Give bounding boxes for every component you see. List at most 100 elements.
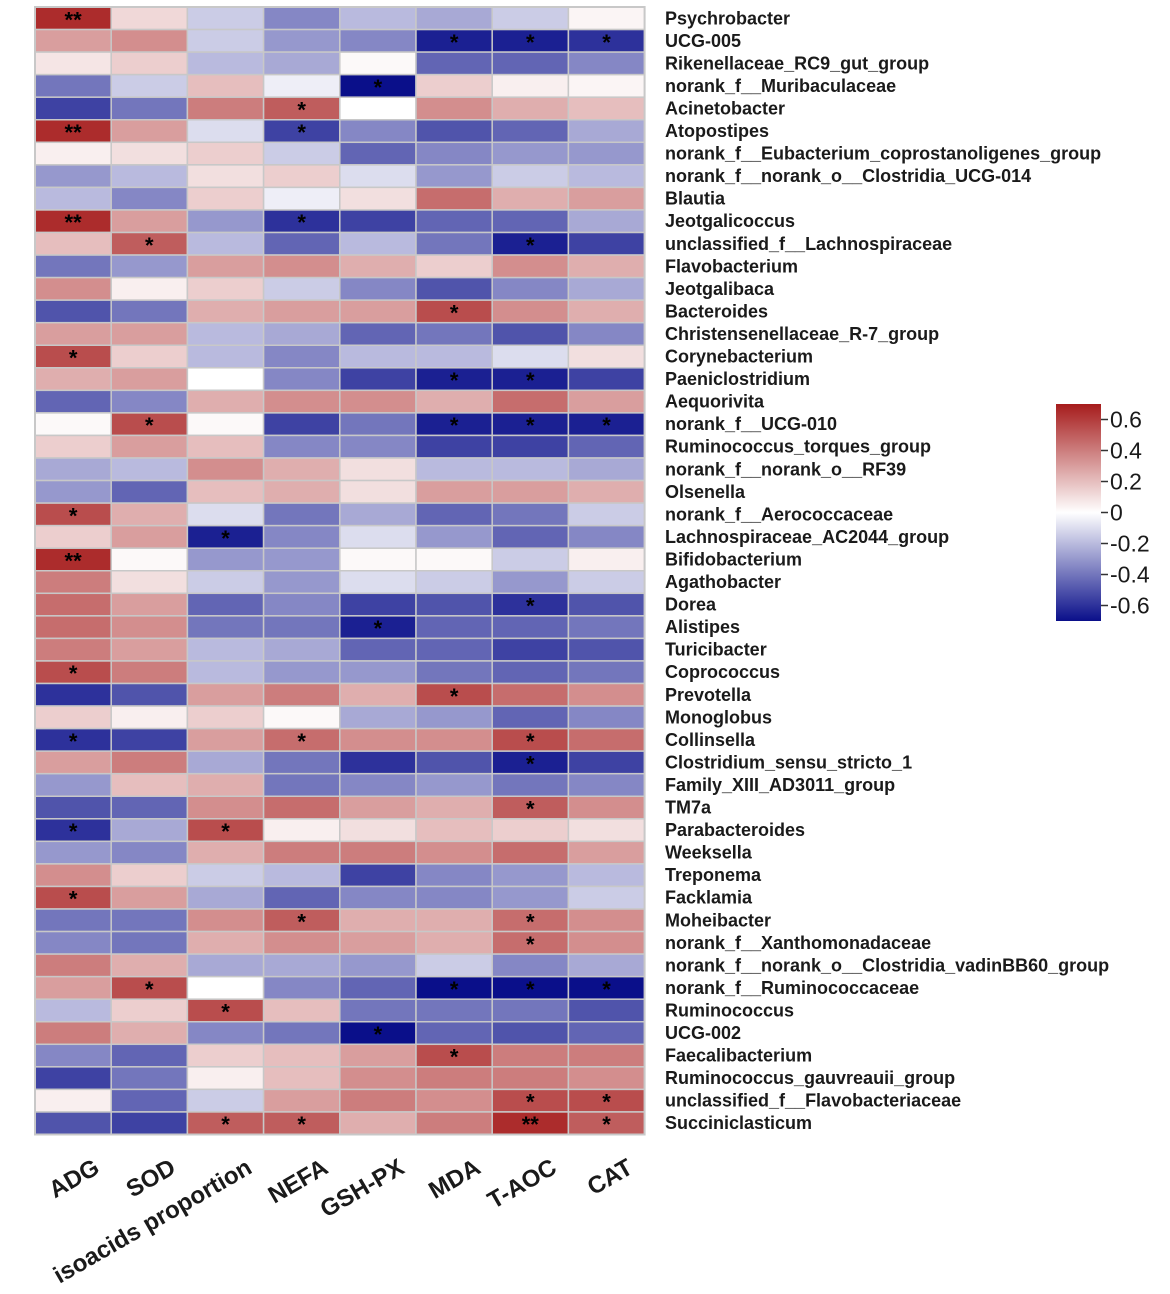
heatmap-cell	[34, 1088, 112, 1113]
significance-marker: **	[65, 7, 83, 32]
heatmap-cell	[34, 705, 112, 730]
heatmap-cell	[186, 570, 265, 595]
heatmap-cell	[339, 818, 417, 843]
heatmap-cell	[110, 119, 189, 144]
significance-marker: *	[602, 30, 611, 55]
heatmap-cell	[339, 547, 417, 572]
row-label: Treponema	[665, 865, 762, 885]
heatmap-cell	[262, 637, 341, 662]
heatmap-cell	[262, 434, 341, 459]
heatmap-cell	[34, 164, 112, 189]
heatmap-cell	[110, 164, 189, 189]
heatmap-cell	[339, 412, 417, 437]
heatmap-cell	[186, 840, 265, 865]
heatmap-cell	[415, 502, 493, 527]
heatmap-cell	[567, 818, 646, 843]
heatmap-cell	[262, 164, 341, 189]
heatmap-cell	[110, 367, 189, 392]
significance-marker: *	[145, 977, 154, 1002]
heatmap-cell	[415, 863, 493, 888]
heatmap-cell	[415, 231, 493, 256]
row-label: UCG-002	[665, 1023, 741, 1043]
heatmap-cell	[339, 299, 417, 324]
heatmap-cell	[339, 592, 417, 617]
heatmap-cell	[34, 795, 112, 820]
heatmap-cell	[186, 434, 265, 459]
heatmap-cell	[339, 28, 417, 53]
heatmap-cell	[110, 389, 189, 414]
column-label: MDA	[424, 1154, 485, 1205]
column-label: CAT	[583, 1154, 638, 1201]
heatmap-cell	[415, 637, 493, 662]
heatmap-cell	[186, 750, 265, 775]
heatmap-cell	[339, 141, 417, 166]
heatmap-cell	[34, 908, 112, 933]
row-label: Clostridium_sensu_stricto_1	[665, 752, 912, 772]
row-label: Atopostipes	[665, 121, 769, 141]
colorbar-tick-label: -0.6	[1110, 593, 1150, 619]
row-label: Paeniclostridium	[665, 369, 810, 389]
heatmap-cell	[34, 840, 112, 865]
heatmap-cell	[110, 840, 189, 865]
significance-marker: *	[145, 413, 154, 438]
heatmap-cell	[186, 479, 265, 504]
heatmap-cell	[339, 457, 417, 482]
heatmap-cell	[110, 1043, 189, 1068]
heatmap-cell	[339, 998, 417, 1023]
heatmap-cell	[339, 389, 417, 414]
significance-marker: *	[526, 932, 535, 957]
heatmap-cell	[339, 975, 417, 1000]
significance-marker: *	[69, 729, 78, 754]
heatmap-cell	[34, 1111, 112, 1136]
heatmap-cell	[567, 119, 646, 144]
heatmap-cell	[34, 389, 112, 414]
significance-marker: *	[526, 368, 535, 393]
heatmap-cell	[262, 231, 341, 256]
row-label: TM7a	[665, 798, 712, 818]
heatmap-cell	[34, 750, 112, 775]
color-legend: 0.6 0.4 0.2 0 -0.2 -0.4 -0.6	[1056, 404, 1150, 621]
colorbar-tick-label: 0	[1110, 500, 1123, 526]
heatmap-cell	[415, 615, 493, 640]
heatmap-cell	[262, 479, 341, 504]
heatmap-cell	[262, 795, 341, 820]
heatmap-cell	[491, 299, 570, 324]
heatmap-cell	[415, 141, 493, 166]
row-label: Parabacteroides	[665, 820, 805, 840]
heatmap-cell	[491, 682, 570, 707]
heatmap-cell	[262, 254, 341, 279]
heatmap-cell	[491, 164, 570, 189]
significance-marker: *	[69, 819, 78, 844]
heatmap-cell	[186, 73, 265, 98]
significance-marker: **	[65, 548, 83, 573]
significance-marker: *	[450, 977, 459, 1002]
heatmap-cell	[110, 615, 189, 640]
row-label: Bifidobacterium	[665, 549, 802, 569]
row-label: Jeotgalibaca	[665, 279, 775, 299]
heatmap-cell	[262, 705, 341, 730]
heatmap-cell	[34, 299, 112, 324]
row-label: Rikenellaceae_RC9_gut_group	[665, 53, 929, 73]
heatmap-cell	[186, 547, 265, 572]
heatmap-cell	[567, 209, 646, 234]
heatmap-cell	[110, 6, 189, 31]
significance-marker: *	[297, 120, 306, 145]
heatmap-cell	[567, 164, 646, 189]
heatmap-cell	[110, 51, 189, 76]
significance-marker: *	[526, 233, 535, 258]
heatmap-cell	[110, 209, 189, 234]
heatmap-cell	[415, 321, 493, 347]
significance-marker: *	[69, 346, 78, 371]
heatmap-cell	[339, 434, 417, 459]
significance-marker: *	[297, 909, 306, 934]
heatmap-cell	[567, 51, 646, 76]
heatmap-cell	[110, 28, 189, 53]
heatmap-cell	[567, 524, 646, 549]
row-label: Jeotgalicoccus	[665, 211, 795, 231]
heatmap-cell	[262, 276, 341, 301]
colorbar-tick-label: -0.4	[1110, 562, 1150, 588]
heatmap-cell	[186, 953, 265, 978]
heatmap-cell	[491, 998, 570, 1023]
heatmap-cell	[34, 434, 112, 459]
heatmap-cell	[491, 885, 570, 910]
